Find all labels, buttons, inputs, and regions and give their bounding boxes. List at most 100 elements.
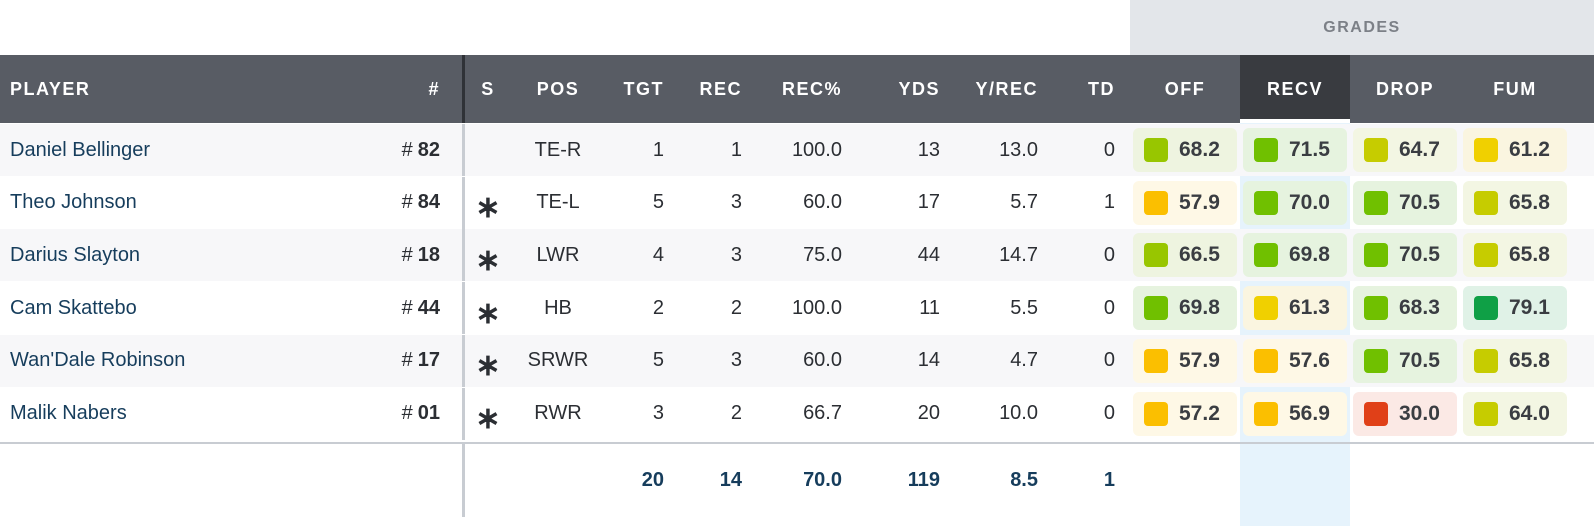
grade-value: 61.3 (1289, 296, 1330, 320)
grade-pill: 65.8 (1463, 180, 1567, 225)
tgt: 5 (652, 349, 664, 372)
rec-pct: 75.0 (803, 243, 842, 266)
rec: 3 (730, 243, 742, 266)
y-rec: 13.0 (999, 138, 1038, 161)
grade-swatch-icon (1364, 401, 1388, 426)
player-name-link[interactable]: Darius Slayton (10, 243, 141, 266)
pos: LWR (536, 243, 580, 266)
drop-grade-cell: 64.7 (1350, 124, 1460, 176)
grade-pill: 30.0 (1353, 391, 1457, 436)
td: 0 (1103, 296, 1115, 319)
grade-value: 70.5 (1399, 243, 1440, 267)
player-name-link[interactable]: Daniel Bellinger (10, 138, 151, 161)
rec-pct: 66.7 (803, 402, 842, 424)
hash-symbol: # (401, 402, 413, 424)
recv-grade-cell: 69.8 (1240, 229, 1350, 281)
grade-pill: 70.5 (1353, 180, 1457, 225)
total-rec-pct: 70.0 (803, 469, 842, 491)
grade-pill: 65.8 (1463, 233, 1567, 278)
header-rec[interactable]: REC (699, 78, 742, 99)
td: 0 (1103, 138, 1115, 161)
rec-pct: 100.0 (791, 138, 842, 161)
player-cell: Wan'Dale Robinson (0, 335, 380, 387)
grade-value: 56.9 (1289, 401, 1330, 425)
grade-value: 30.0 (1399, 401, 1440, 425)
grade-value: 65.8 (1509, 243, 1550, 267)
pos: RWR (534, 402, 582, 424)
grade-swatch-icon (1364, 243, 1388, 268)
grade-pill: 79.1 (1463, 286, 1567, 331)
jersey-number: #17 (401, 349, 440, 372)
yds: 20 (917, 402, 940, 424)
header-off-grade[interactable]: OFF (1164, 78, 1206, 99)
header-fum-grade[interactable]: FUM (1493, 78, 1537, 99)
header-rec-pct[interactable]: REC% (781, 78, 842, 99)
rec-pct: 60.0 (803, 191, 842, 214)
header-player[interactable]: PLAYER (10, 78, 91, 99)
header-y-rec[interactable]: Y/REC (975, 78, 1038, 99)
rec-pct: 60.0 (803, 349, 842, 372)
header-drop-grade[interactable]: DROP (1375, 78, 1434, 99)
header-number[interactable]: # (428, 78, 440, 99)
grade-swatch-icon (1144, 190, 1168, 215)
grade-swatch-icon (1254, 401, 1278, 426)
grade-pill: 56.9 (1243, 391, 1347, 436)
table-row: Theo Johnson #84 ∗ TE-L 5 3 60.0 17 5.7 … (0, 176, 1594, 229)
recv-grade-cell: 56.9 (1240, 388, 1350, 440)
header-recv-grade[interactable]: RECV (1240, 55, 1350, 123)
grade-pill: 65.8 (1463, 338, 1567, 383)
player-name-link[interactable]: Malik Nabers (10, 402, 127, 424)
y-rec: 5.5 (1010, 296, 1038, 319)
grade-swatch-icon (1474, 401, 1498, 426)
grade-swatch-icon (1144, 243, 1168, 268)
rec-pct: 100.0 (791, 296, 842, 319)
table-row: Wan'Dale Robinson #17 ∗ SRWR 5 3 60.0 14… (0, 334, 1594, 387)
header-starter[interactable]: S (481, 78, 495, 99)
player-name-link[interactable]: Wan'Dale Robinson (10, 349, 186, 372)
grade-value: 65.8 (1509, 190, 1550, 214)
grade-value: 57.6 (1289, 348, 1330, 372)
grade-value: 57.9 (1179, 190, 1220, 214)
player-name-link[interactable]: Theo Johnson (10, 191, 137, 214)
header-tgt[interactable]: TGT (623, 78, 664, 99)
grade-pill: 70.0 (1243, 180, 1347, 225)
grade-value: 64.0 (1509, 401, 1550, 425)
grade-pill: 71.5 (1243, 128, 1347, 172)
total-y-rec: 8.5 (1010, 469, 1038, 491)
fum-grade-cell: 64.0 (1460, 388, 1570, 440)
rec: 2 (730, 402, 742, 424)
grade-pill: 66.5 (1133, 233, 1237, 278)
recv-grade-cell: 61.3 (1240, 282, 1350, 334)
header-yds[interactable]: YDS (898, 78, 940, 99)
grade-swatch-icon (1254, 138, 1278, 162)
grade-pill: 57.9 (1133, 180, 1237, 225)
starter-icon (465, 124, 511, 176)
grade-swatch-icon (1144, 296, 1168, 321)
header-td[interactable]: TD (1088, 78, 1115, 99)
starter-icon: ∗ (475, 349, 501, 383)
grade-value: 66.5 (1179, 243, 1220, 267)
drop-grade-cell: 68.3 (1350, 282, 1460, 334)
player-name-link[interactable]: Cam Skattebo (10, 296, 137, 319)
grade-swatch-icon (1144, 401, 1168, 426)
drop-grade-cell: 30.0 (1350, 388, 1460, 440)
total-td: 1 (1103, 469, 1115, 491)
hash-symbol: # (401, 349, 413, 372)
grade-value: 68.3 (1399, 296, 1440, 320)
column-divider (462, 124, 465, 176)
grade-value: 79.1 (1509, 296, 1550, 320)
jersey-number: #18 (401, 243, 440, 266)
recv-grade-cell: 57.6 (1240, 335, 1350, 387)
y-rec: 5.7 (1010, 191, 1038, 214)
grade-swatch-icon (1144, 348, 1168, 373)
total-tgt: 20 (641, 469, 664, 491)
tgt: 3 (652, 402, 664, 424)
y-rec: 14.7 (999, 243, 1038, 266)
hash-symbol: # (401, 243, 413, 266)
column-divider (462, 176, 465, 229)
yds: 13 (917, 138, 940, 161)
header-pos[interactable]: POS (536, 78, 580, 99)
hash-symbol: # (401, 296, 413, 319)
grade-value: 70.5 (1399, 348, 1440, 372)
yds: 11 (919, 296, 940, 319)
